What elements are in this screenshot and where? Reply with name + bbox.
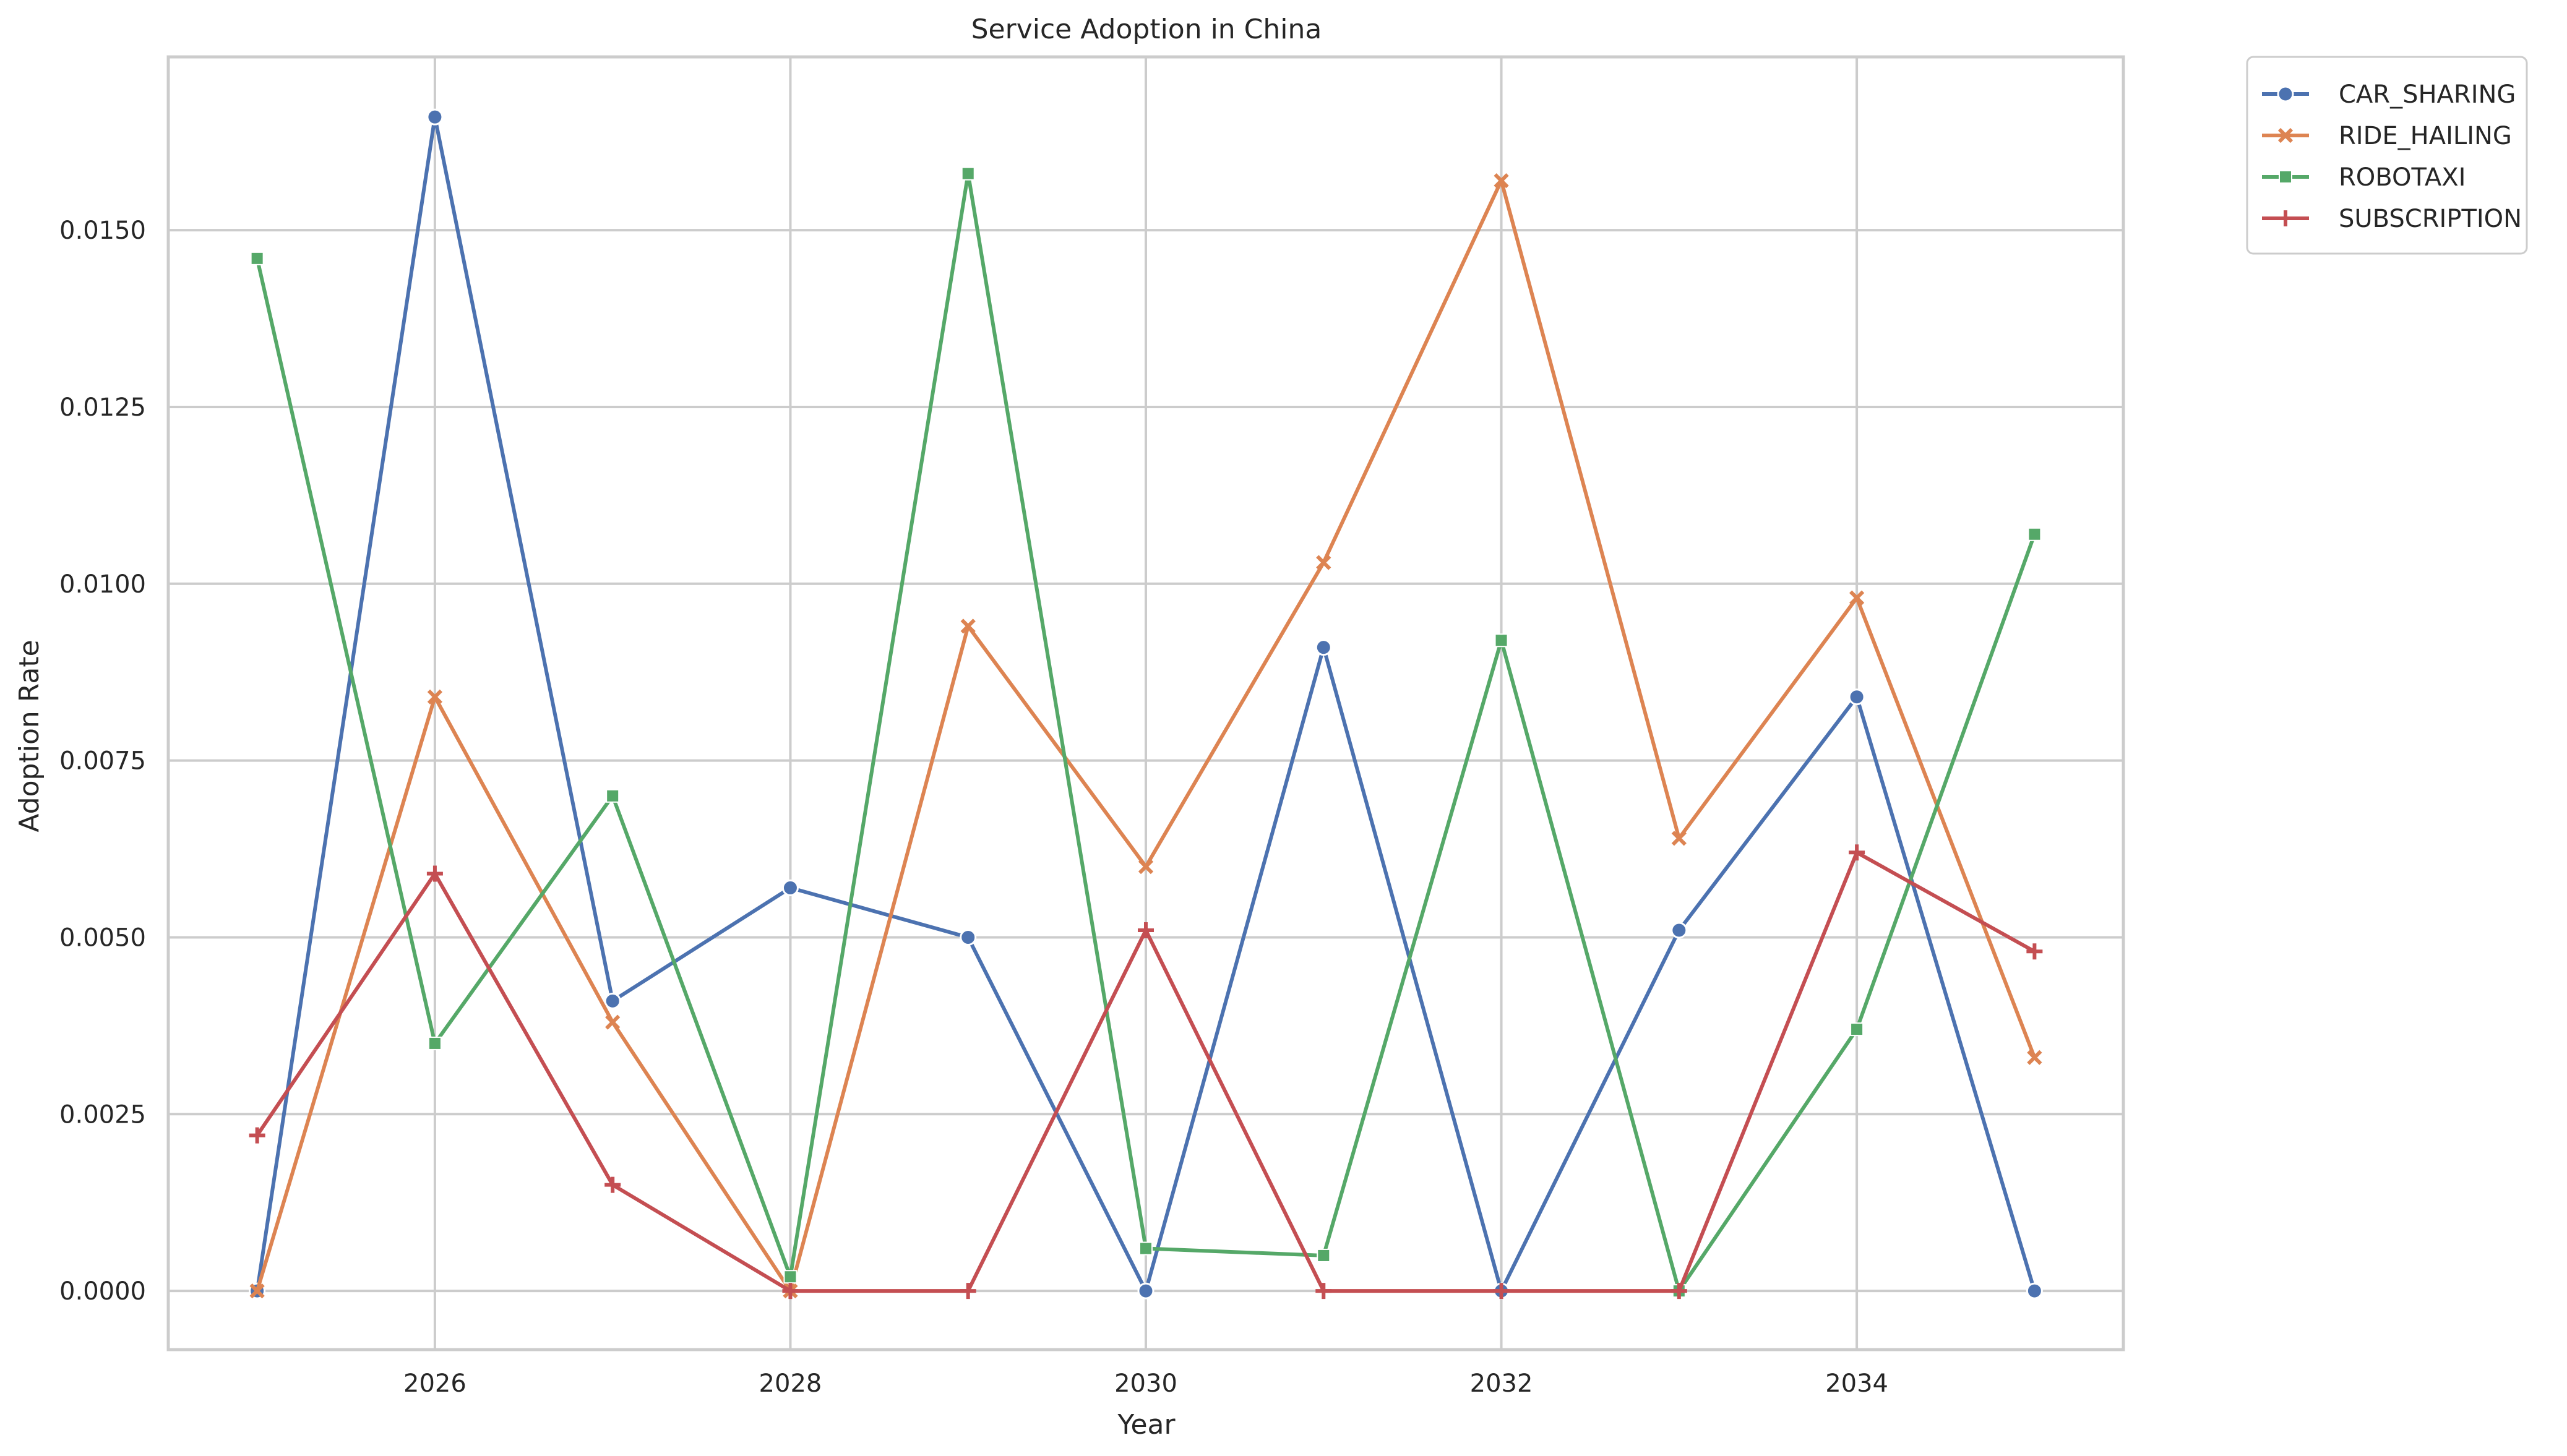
data-point <box>428 1036 442 1050</box>
data-point <box>1850 1022 1864 1037</box>
data-point <box>2026 1282 2043 1300</box>
data-point <box>604 1176 621 1193</box>
plot-border <box>166 55 2125 1351</box>
data-point <box>1137 1282 1155 1300</box>
x-axis-label: Year <box>1117 1409 1176 1441</box>
data-point <box>2026 943 2043 960</box>
legend-marker <box>2277 127 2294 143</box>
y-tick-label: 0.0075 <box>59 747 146 776</box>
data-point <box>782 1283 799 1300</box>
data-point <box>605 1014 621 1030</box>
legend-marker <box>2279 170 2292 184</box>
y-tick-label: 0.0100 <box>59 570 146 599</box>
data-point <box>1848 688 1865 706</box>
legend-label: CAR_SHARING <box>2339 80 2516 109</box>
data-point <box>1315 639 1332 656</box>
data-point <box>1316 555 1331 570</box>
data-point <box>604 992 621 1009</box>
data-point <box>250 251 264 265</box>
data-point <box>1139 1241 1153 1256</box>
data-point <box>1493 1283 1510 1300</box>
x-tick-label: 2030 <box>1114 1369 1177 1398</box>
data-point <box>781 879 799 896</box>
data-point <box>960 619 976 634</box>
data-point <box>249 1283 265 1299</box>
data-point <box>1670 922 1688 939</box>
data-point <box>961 166 975 181</box>
data-point <box>1670 1283 1687 1300</box>
legend-label: SUBSCRIPTION <box>2339 205 2522 233</box>
y-tick-label: 0.0000 <box>59 1277 146 1306</box>
data-point <box>1138 922 1154 939</box>
data-point <box>1494 173 1509 189</box>
data-point <box>1494 633 1508 648</box>
data-point <box>606 789 620 803</box>
data-point <box>1317 1248 1331 1262</box>
legend-marker <box>2277 85 2294 103</box>
data-point <box>249 1127 265 1144</box>
y-axis-label: Adoption Rate <box>14 640 45 832</box>
data-point <box>2027 527 2042 541</box>
data-point <box>1671 831 1687 846</box>
y-tick-label: 0.0125 <box>59 393 146 422</box>
data-point <box>426 108 444 126</box>
data-point <box>426 865 443 882</box>
legend: CAR_SHARING RIDE_HAILING ROBOTAXI SUBSCRIPT… <box>2246 56 2528 255</box>
legend-marker <box>2277 210 2294 226</box>
chart-title: Service Adoption in China <box>971 14 1322 45</box>
x-tick-label: 2026 <box>403 1369 467 1398</box>
data-point <box>960 928 977 946</box>
y-tick-label: 0.0150 <box>59 216 146 245</box>
data-point <box>1849 590 1865 606</box>
y-tick-label: 0.0025 <box>59 1100 146 1129</box>
legend-label: ROBOTAXI <box>2339 163 2466 192</box>
x-tick-label: 2032 <box>1470 1369 1533 1398</box>
data-point <box>783 1270 798 1284</box>
data-point <box>1849 844 1865 861</box>
x-tick-label: 2034 <box>1825 1369 1888 1398</box>
legend-label: RIDE_HAILING <box>2339 122 2512 150</box>
y-tick-label: 0.0050 <box>59 923 146 952</box>
x-tick-label: 2028 <box>759 1369 822 1398</box>
data-point <box>960 1283 976 1300</box>
data-point <box>1138 859 1154 875</box>
data-point <box>1315 1283 1332 1300</box>
legend-box <box>2246 56 2528 255</box>
plot-area: 2026 2028 2030 2032 2034 0.0000 0.0025 0.0050 0.… <box>59 55 2125 1398</box>
data-point <box>2027 1050 2042 1065</box>
data-point <box>427 689 443 704</box>
